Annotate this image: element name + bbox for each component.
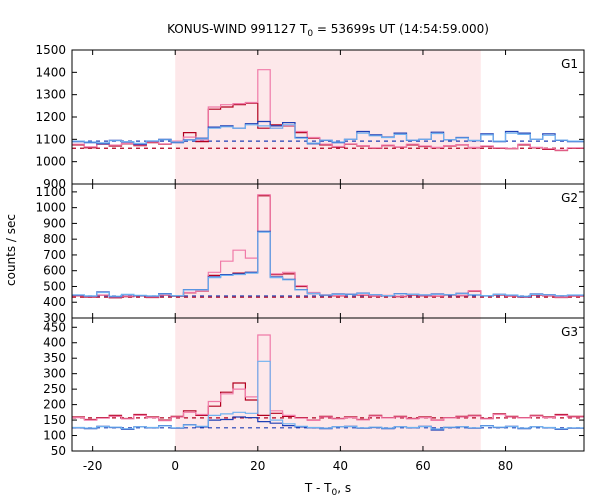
shaded-interval: [175, 184, 481, 318]
title-rest: = 53699s UT (14:54:59.000): [313, 22, 489, 36]
y-tick-label: 300: [43, 367, 66, 381]
y-tick-label: 1400: [35, 65, 66, 79]
y-tick-label: 100: [43, 429, 66, 443]
series-light-blue: [72, 124, 584, 144]
series-light-blue: [72, 231, 584, 297]
y-tick-label: 50: [51, 444, 66, 458]
y-tick-label: 350: [43, 351, 66, 365]
panel-label: G2: [561, 191, 578, 205]
y-tick-label: 1000: [35, 201, 66, 215]
x-tick-label: -20: [83, 459, 103, 473]
y-tick-label: 1200: [35, 110, 66, 124]
y-tick-label: 200: [43, 398, 66, 412]
y-tick-label: 300: [43, 311, 66, 325]
series-pink: [72, 69, 584, 151]
y-tick-label: 700: [43, 248, 66, 262]
x-tick-label: 20: [250, 459, 265, 473]
x-tick-label: 0: [171, 459, 179, 473]
panel-label: G3: [561, 325, 578, 339]
y-tick-label: 400: [43, 336, 66, 350]
y-tick-label: 1500: [35, 43, 66, 57]
shaded-interval: [175, 50, 481, 184]
y-tick-label: 900: [43, 216, 66, 230]
xlabel-subscript: 0: [332, 488, 338, 498]
x-tick-label: 40: [333, 459, 348, 473]
series-pink: [72, 334, 584, 422]
y-tick-label: 1100: [35, 132, 66, 146]
xlabel-rest: , s: [337, 481, 351, 495]
y-tick-label: 150: [43, 413, 66, 427]
shaded-interval: [175, 318, 481, 451]
series-light-blue: [72, 360, 584, 430]
panel-g1: 900 1000 1100 1200 1300 1400 1500 G1: [35, 43, 585, 191]
panel-frame: [71, 317, 585, 452]
title-subscript: 0: [307, 29, 313, 39]
x-tick-label: 60: [415, 459, 430, 473]
y-tick-label: 1300: [35, 88, 66, 102]
chart-title: KONUS-WIND 991127 T0 = 53699s UT (14:54:…: [167, 22, 489, 39]
y-tick-label: 250: [43, 382, 66, 396]
title-main: KONUS-WIND 991127 T: [167, 22, 308, 36]
panel-label: G1: [561, 57, 578, 71]
y-tick-label: 800: [43, 232, 66, 246]
panels-layer: 900100011001200130014001500G130040050060…: [35, 43, 585, 473]
y-axis-label: counts / sec: [4, 214, 18, 286]
y-tick-label: 1000: [35, 155, 66, 169]
x-tick-label: 80: [498, 459, 513, 473]
y-tick-label: 450: [43, 320, 66, 334]
xlabel-main: T - T: [304, 481, 332, 495]
y-tick-label: 400: [43, 295, 66, 309]
y-tick-label: 500: [43, 279, 66, 293]
y-tick-label: 1100: [35, 185, 66, 199]
y-tick-label: 600: [43, 264, 66, 278]
y-tick-label: 900: [43, 177, 66, 191]
x-axis-label: T - T0, s: [304, 481, 351, 498]
